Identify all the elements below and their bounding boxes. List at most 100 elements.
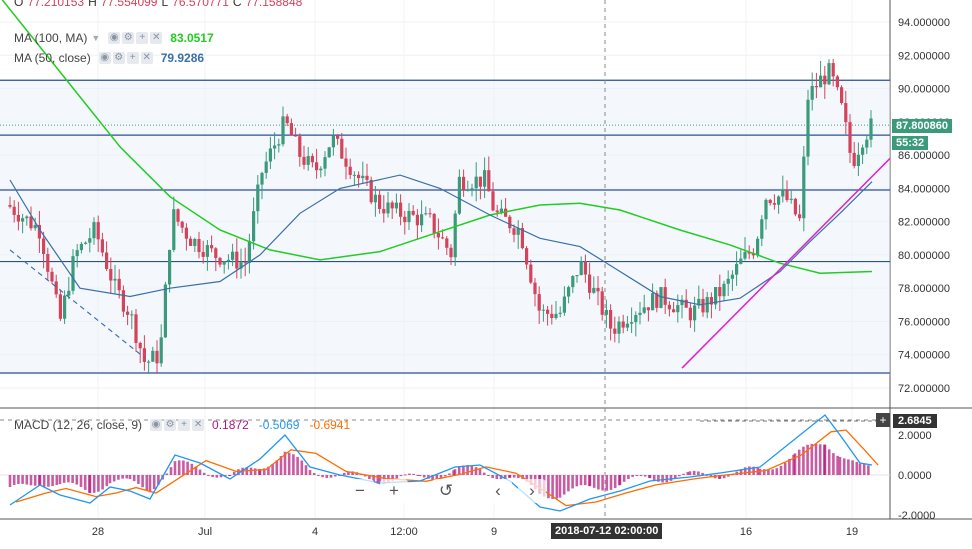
candle-body[interactable] [592,287,596,293]
candle-body[interactable] [562,296,566,313]
candle-body[interactable] [264,161,268,173]
candle-body[interactable] [457,176,461,214]
close-icon[interactable]: ✕ [192,419,205,431]
candle-body[interactable] [525,248,529,265]
candle-body[interactable] [16,214,20,222]
candle-body[interactable] [210,245,214,249]
candle-body[interactable] [777,196,781,205]
reset-button[interactable]: ↺ [432,479,460,503]
candle-body[interactable] [310,156,314,163]
candle-body[interactable] [260,172,264,185]
candle-body[interactable] [789,198,793,200]
candle-body[interactable] [449,247,453,258]
candle-body[interactable] [550,313,554,319]
macd-line[interactable] [9,414,873,512]
candle-body[interactable] [659,287,663,308]
candle-body[interactable] [424,213,428,215]
candle-body[interactable] [453,213,457,258]
candle-body[interactable] [432,213,436,234]
candle-body[interactable] [663,287,667,305]
candle-body[interactable] [369,179,373,203]
candle-body[interactable] [67,290,71,296]
candle-body[interactable] [478,176,482,187]
candle-body[interactable] [802,156,806,219]
candle-body[interactable] [63,295,67,319]
candle-body[interactable] [604,310,608,315]
ma50-controls[interactable]: ◉ ⚙ + ✕ [98,52,153,64]
candle-body[interactable] [504,208,508,217]
candle-body[interactable] [247,241,251,263]
candle-body[interactable] [462,176,466,191]
candle-body[interactable] [667,304,671,310]
candle-body[interactable] [163,284,167,338]
plus-icon[interactable]: + [178,419,191,431]
candle-body[interactable] [142,348,146,362]
candle-body[interactable] [869,118,873,140]
candle-body[interactable] [684,299,688,308]
candle-body[interactable] [151,350,155,362]
candle-body[interactable] [567,287,571,297]
candle-body[interactable] [243,262,247,264]
candle-body[interactable] [273,145,277,149]
candle-body[interactable] [8,205,12,207]
candle-body[interactable] [554,313,558,319]
candle-body[interactable] [651,293,655,311]
candle-body[interactable] [105,252,109,269]
candle-body[interactable] [709,297,713,305]
candle-body[interactable] [126,311,130,315]
candle-body[interactable] [474,176,478,189]
candle-body[interactable] [688,307,692,321]
candle-body[interactable] [613,328,617,334]
candle-body[interactable] [537,294,541,311]
uptrend-line[interactable] [681,157,891,369]
candle-body[interactable] [621,321,625,328]
ma50-line[interactable] [9,174,873,306]
candle-body[interactable] [844,103,848,123]
candle-body[interactable] [54,281,58,295]
candle-body[interactable] [571,276,575,288]
candle-body[interactable] [487,170,491,192]
candle-body[interactable] [596,287,600,292]
candle-body[interactable] [852,152,856,166]
candle-body[interactable] [714,287,718,305]
candle-body[interactable] [705,297,709,313]
candle-body[interactable] [415,214,419,226]
candle-body[interactable] [823,75,827,85]
candle-body[interactable] [760,219,764,239]
candle-body[interactable] [71,256,75,291]
candle-body[interactable] [168,249,172,285]
plus-icon[interactable]: + [136,32,149,44]
candle-body[interactable] [558,312,562,314]
candle-body[interactable] [172,209,176,250]
candle-body[interactable] [831,63,835,77]
close-icon[interactable]: ✕ [150,32,163,44]
candle-body[interactable] [25,216,29,219]
candle-body[interactable] [134,314,138,343]
candle-body[interactable] [189,238,193,246]
candle-body[interactable] [772,203,776,205]
zoom-in-button[interactable]: + [380,479,408,503]
candle-body[interactable] [323,157,327,169]
candle-body[interactable] [222,261,226,265]
candle-body[interactable] [420,214,424,226]
candle-body[interactable] [268,148,272,162]
candle-body[interactable] [294,135,298,137]
candle-body[interactable] [252,211,256,242]
candle-body[interactable] [29,216,33,229]
scroll-left-button[interactable]: ‹ [484,479,512,503]
gear-icon[interactable]: ⚙ [122,32,135,44]
candle-body[interactable] [722,283,726,297]
chevron-down-icon[interactable]: ▼ [91,33,101,43]
candle-body[interactable] [693,305,697,321]
candle-body[interactable] [735,263,739,275]
eye-icon[interactable]: ◉ [108,32,121,44]
candle-body[interactable] [436,233,440,238]
candle-body[interactable] [747,251,751,254]
candle-body[interactable] [159,337,163,364]
candle-body[interactable] [512,228,516,235]
candle-body[interactable] [575,275,579,277]
candle-body[interactable] [147,361,151,363]
scroll-right-button[interactable]: › [518,479,546,503]
candle-body[interactable] [730,274,734,279]
candle-body[interactable] [193,238,197,246]
